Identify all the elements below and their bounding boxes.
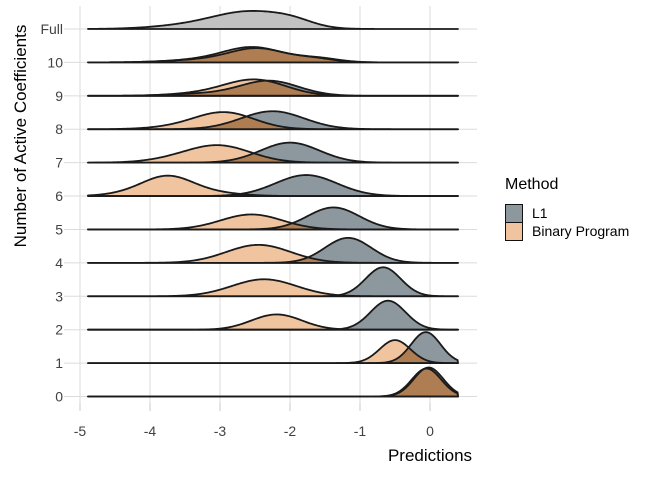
y-tick-label: 8 (55, 121, 63, 137)
x-axis-title: Predictions (387, 446, 473, 465)
density-binary-program-fill (88, 279, 458, 297)
density-binary-program-outline (87, 78, 459, 97)
x-tick-label: -5 (74, 423, 87, 439)
density-l1-fill (88, 175, 458, 197)
density-overlap-fill (88, 153, 458, 163)
legend-item-l1: L1 (505, 203, 629, 223)
density-full-fill (88, 10, 458, 29)
x-tick-label: -4 (144, 423, 157, 439)
density-binary-program-outline (87, 46, 459, 64)
y-tick-label: Full (40, 21, 63, 37)
density-binary-program-outline (87, 213, 459, 231)
density-overlap-fill (88, 80, 458, 96)
legend-items: L1 Binary Program (505, 203, 630, 241)
legend-swatch-l1 (505, 203, 523, 223)
density-overlap-fill (88, 48, 458, 63)
density-binary-program-fill (88, 314, 458, 330)
y-axis-title: Number of Active Coefficients (11, 24, 30, 248)
y-tick-label: 10 (47, 54, 63, 70)
legend-label-bp: Binary Program (532, 223, 630, 239)
legend-swatch-bp (505, 221, 523, 241)
y-tick-label: 5 (55, 221, 63, 237)
y-tick-label: 9 (55, 88, 63, 104)
x-tick-label: 0 (426, 423, 434, 439)
density-binary-program-outline (87, 243, 459, 264)
density-overlap-fill (88, 368, 458, 397)
x-tick-label: -1 (354, 423, 367, 439)
density-l1-fill (88, 300, 458, 330)
density-binary-program-outline (87, 367, 459, 398)
x-tick-label: -3 (214, 423, 227, 439)
density-binary-program-fill (88, 214, 458, 230)
y-tick-label: 7 (55, 155, 63, 171)
y-tick-label: 2 (55, 322, 63, 338)
density-overlap-fill (88, 347, 458, 364)
density-binary-program-fill (88, 244, 458, 263)
density-binary-program-outline (87, 339, 459, 364)
density-l1-fill (88, 207, 458, 230)
legend: Method L1 Binary Program (505, 176, 630, 241)
density-binary-program-outline (87, 313, 459, 331)
density-binary-program-outline (87, 174, 459, 197)
y-tick-label: 3 (55, 288, 63, 304)
legend-item-bp: Binary Program (505, 221, 630, 241)
y-tick-label: 4 (55, 255, 63, 271)
density-full-outline (87, 10, 459, 30)
y-tick-label: 1 (55, 355, 63, 371)
legend-title: Method (505, 176, 559, 193)
y-tick-label: 0 (55, 389, 63, 405)
x-tick-label: -2 (284, 423, 297, 439)
density-l1-fill (88, 111, 458, 130)
density-binary-program-outline (87, 144, 459, 164)
legend-label-l1: L1 (532, 205, 548, 221)
y-tick-label: 6 (55, 188, 63, 204)
density-binary-program-outline (87, 278, 459, 298)
density-binary-program-fill (88, 112, 458, 130)
density-l1-fill (88, 142, 458, 163)
density-binary-program-outline (87, 111, 459, 131)
density-overlap-fill (88, 116, 458, 130)
density-binary-program-fill (88, 145, 458, 163)
density-l1-fill (88, 267, 458, 297)
density-binary-program-fill (88, 175, 458, 197)
